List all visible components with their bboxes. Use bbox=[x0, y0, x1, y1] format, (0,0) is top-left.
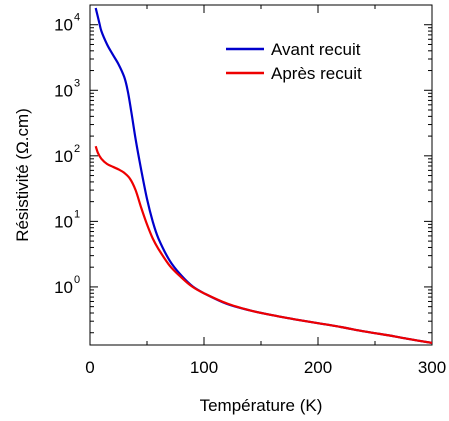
series-lines bbox=[94, 7, 432, 344]
y-tick-label-base: 10 bbox=[54, 16, 73, 35]
y-tick-label-exponent: 0 bbox=[74, 274, 80, 286]
series-line-1 bbox=[94, 145, 432, 344]
y-tick-label-base: 10 bbox=[54, 147, 73, 166]
y-tick-label-base: 10 bbox=[54, 278, 73, 297]
series-line-0 bbox=[94, 7, 432, 344]
y-axis-title: Résistivité (Ω.cm) bbox=[13, 108, 32, 242]
y-tick-label-exponent: 2 bbox=[74, 143, 80, 155]
y-tick-label-base: 10 bbox=[54, 81, 73, 100]
y-tick-label-base: 10 bbox=[54, 212, 73, 231]
x-tick-label: 200 bbox=[304, 358, 332, 377]
legend: Avant recuit Après recuit bbox=[226, 40, 362, 83]
y-tick-label-exponent: 4 bbox=[74, 12, 80, 24]
legend-label: Après recuit bbox=[271, 64, 362, 83]
x-axis-title: Température (K) bbox=[200, 396, 323, 415]
y-tick-label-exponent: 1 bbox=[74, 208, 80, 220]
x-tick-label: 0 bbox=[85, 358, 94, 377]
x-tick-label: 300 bbox=[418, 358, 446, 377]
x-tick-label: 100 bbox=[190, 358, 218, 377]
axis-ticks bbox=[89, 4, 433, 345]
y-tick-label-exponent: 3 bbox=[74, 77, 80, 89]
x-tick-labels: 0 100 200 300 bbox=[85, 358, 446, 377]
legend-label: Avant recuit bbox=[271, 40, 361, 59]
